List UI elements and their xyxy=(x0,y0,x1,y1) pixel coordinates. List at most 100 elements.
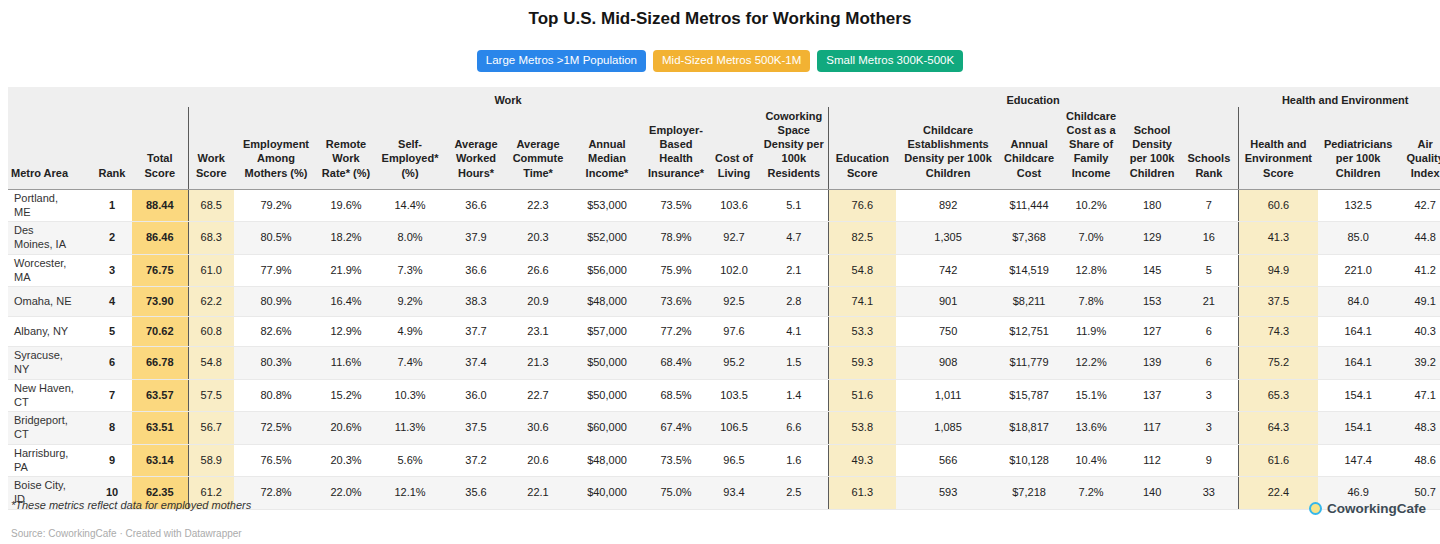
cell-total-score: 63.14 xyxy=(132,444,188,477)
cell-pediatricians-per-100k-children: 84.0 xyxy=(1318,287,1398,317)
cell-metro-area: New Haven, CT xyxy=(8,379,92,412)
column-header-cost-of-living: Cost of Living xyxy=(708,107,760,190)
cell-annual-median-income: $48,000 xyxy=(570,287,644,317)
table-row-new-haven-ct: New Haven, CT763.5757.580.8%15.2%10.3%36… xyxy=(8,379,1440,412)
column-header-metro-area: Metro Area xyxy=(8,107,92,190)
tab-mid-sized-metros-500k-1m[interactable]: Mid-Sized Metros 500K-1M xyxy=(653,50,810,72)
cell-health-and-environment-score: 61.6 xyxy=(1238,444,1318,477)
cell-total-score: 73.90 xyxy=(132,287,188,317)
coworkingcafe-logo-text: CoworkingCafe xyxy=(1327,501,1426,516)
footnote: *These metrics reflect data for employed… xyxy=(11,499,251,511)
cell-childcare-cost-as-a-share-of-family-income: 10.4% xyxy=(1058,444,1124,477)
cell-average-worked-hours: 36.0 xyxy=(446,379,506,412)
cell-cost-of-living: 103.6 xyxy=(708,189,760,222)
cell-coworking-space-density-per-100k-residents: 4.1 xyxy=(760,317,828,347)
cell-rank: 6 xyxy=(92,347,132,380)
tab-large-metros-1m-population[interactable]: Large Metros >1M Population xyxy=(477,50,646,72)
cell-cost-of-living: 97.6 xyxy=(708,317,760,347)
column-header-rank: Rank xyxy=(92,107,132,190)
cell-childcare-establishments-density-per-100k-children: 1,085 xyxy=(896,412,1000,445)
cell-employment-among-mothers: 80.9% xyxy=(234,287,318,317)
cell-self-employed: 7.3% xyxy=(374,254,446,287)
cell-air-quality-index: 40.3 xyxy=(1398,317,1440,347)
cell-remote-work-rate: 20.6% xyxy=(318,412,374,445)
cell-average-commute-time: 22.3 xyxy=(506,189,570,222)
cell-coworking-space-density-per-100k-residents: 2.1 xyxy=(760,254,828,287)
column-header-annual-median-income: Annual Median Income* xyxy=(570,107,644,190)
table-row-portland-me: Portland, ME188.4468.579.2%19.6%14.4%36.… xyxy=(8,189,1440,222)
cell-childcare-establishments-density-per-100k-children: 908 xyxy=(896,347,1000,380)
page-title: Top U.S. Mid-Sized Metros for Working Mo… xyxy=(0,0,1440,29)
cell-total-score: 66.78 xyxy=(132,347,188,380)
column-header-schools-rank: Schools Rank xyxy=(1180,107,1238,190)
cell-metro-area: Worcester, MA xyxy=(8,254,92,287)
cell-school-density-per-100k-children: 127 xyxy=(1124,317,1180,347)
cell-annual-childcare-cost: $11,444 xyxy=(1000,189,1058,222)
source-separator: · xyxy=(119,528,122,539)
cell-metro-area: Harrisburg, PA xyxy=(8,444,92,477)
tabs: Large Metros >1M Population Mid-Sized Met… xyxy=(0,50,1440,72)
cell-total-score: 63.51 xyxy=(132,412,188,445)
page: Top U.S. Mid-Sized Metros for Working Mo… xyxy=(0,0,1440,544)
cell-employer-based-health-insurance: 68.4% xyxy=(644,347,708,380)
cell-air-quality-index: 41.2 xyxy=(1398,254,1440,287)
cell-coworking-space-density-per-100k-residents: 2.8 xyxy=(760,287,828,317)
cell-work-score: 62.2 xyxy=(188,287,234,317)
cell-coworking-space-density-per-100k-residents: 4.7 xyxy=(760,222,828,255)
cell-self-employed: 10.3% xyxy=(374,379,446,412)
cell-air-quality-index: 48.3 xyxy=(1398,412,1440,445)
cell-average-commute-time: 22.7 xyxy=(506,379,570,412)
cell-education-score: 53.3 xyxy=(828,317,896,347)
cell-education-score: 53.8 xyxy=(828,412,896,445)
cell-school-density-per-100k-children: 180 xyxy=(1124,189,1180,222)
cell-pediatricians-per-100k-children: 132.5 xyxy=(1318,189,1398,222)
cell-remote-work-rate: 11.6% xyxy=(318,347,374,380)
cell-cost-of-living: 106.5 xyxy=(708,412,760,445)
cell-schools-rank: 33 xyxy=(1180,477,1238,510)
cell-health-and-environment-score: 37.5 xyxy=(1238,287,1318,317)
cell-school-density-per-100k-children: 129 xyxy=(1124,222,1180,255)
column-header-employment-among-mothers: Employment Among Mothers (%) xyxy=(234,107,318,190)
cell-education-score: 59.3 xyxy=(828,347,896,380)
cell-average-worked-hours: 38.3 xyxy=(446,287,506,317)
cell-education-score: 61.3 xyxy=(828,477,896,510)
cell-childcare-cost-as-a-share-of-family-income: 7.8% xyxy=(1058,287,1124,317)
cell-metro-area: Syracuse, NY xyxy=(8,347,92,380)
table-row-albany-ny: Albany, NY570.6260.882.6%12.9%4.9%37.723… xyxy=(8,317,1440,347)
cell-pediatricians-per-100k-children: 154.1 xyxy=(1318,379,1398,412)
coworkingcafe-logo[interactable]: CoworkingCafe xyxy=(1309,501,1426,516)
cell-self-employed: 7.4% xyxy=(374,347,446,380)
cell-schools-rank: 9 xyxy=(1180,444,1238,477)
cell-pediatricians-per-100k-children: 164.1 xyxy=(1318,347,1398,380)
table-header: WorkEducationHealth and Environment Metr… xyxy=(8,87,1440,190)
table-body: Portland, ME188.4468.579.2%19.6%14.4%36.… xyxy=(8,189,1440,509)
cell-education-score: 82.5 xyxy=(828,222,896,255)
cell-school-density-per-100k-children: 139 xyxy=(1124,347,1180,380)
datawrapper-attribution-link[interactable]: Created with Datawrapper xyxy=(126,528,242,539)
column-group-health-and-environment: Health and Environment xyxy=(1238,87,1440,107)
table-row-harrisburg-pa: Harrisburg, PA963.1458.976.5%20.3%5.6%37… xyxy=(8,444,1440,477)
cell-remote-work-rate: 15.2% xyxy=(318,379,374,412)
column-header-remote-work-rate: Remote Work Rate* (%) xyxy=(318,107,374,190)
column-header-annual-childcare-cost: Annual Childcare Cost xyxy=(1000,107,1058,190)
cell-childcare-cost-as-a-share-of-family-income: 12.8% xyxy=(1058,254,1124,287)
cell-health-and-environment-score: 22.4 xyxy=(1238,477,1318,510)
cell-pediatricians-per-100k-children: 85.0 xyxy=(1318,222,1398,255)
cell-childcare-cost-as-a-share-of-family-income: 15.1% xyxy=(1058,379,1124,412)
cell-remote-work-rate: 21.9% xyxy=(318,254,374,287)
cell-coworking-space-density-per-100k-residents: 2.5 xyxy=(760,477,828,510)
cell-pediatricians-per-100k-children: 164.1 xyxy=(1318,317,1398,347)
cell-employer-based-health-insurance: 68.5% xyxy=(644,379,708,412)
cell-pediatricians-per-100k-children: 154.1 xyxy=(1318,412,1398,445)
column-header-childcare-establishments-density-per-100k-children: Childcare Establishments Density per 100… xyxy=(896,107,1000,190)
column-group-blank xyxy=(8,87,188,107)
cell-employment-among-mothers: 82.6% xyxy=(234,317,318,347)
tab-small-metros-300k-500k[interactable]: Small Metros 300K-500K xyxy=(817,50,963,72)
column-header-childcare-cost-as-a-share-of-family-income: Childcare Cost as a Share of Family Inco… xyxy=(1058,107,1124,190)
cell-health-and-environment-score: 60.6 xyxy=(1238,189,1318,222)
cell-rank: 5 xyxy=(92,317,132,347)
source-link[interactable]: Source: CoworkingCafe xyxy=(11,528,117,539)
cell-remote-work-rate: 16.4% xyxy=(318,287,374,317)
cell-education-score: 54.8 xyxy=(828,254,896,287)
cell-rank: 3 xyxy=(92,254,132,287)
